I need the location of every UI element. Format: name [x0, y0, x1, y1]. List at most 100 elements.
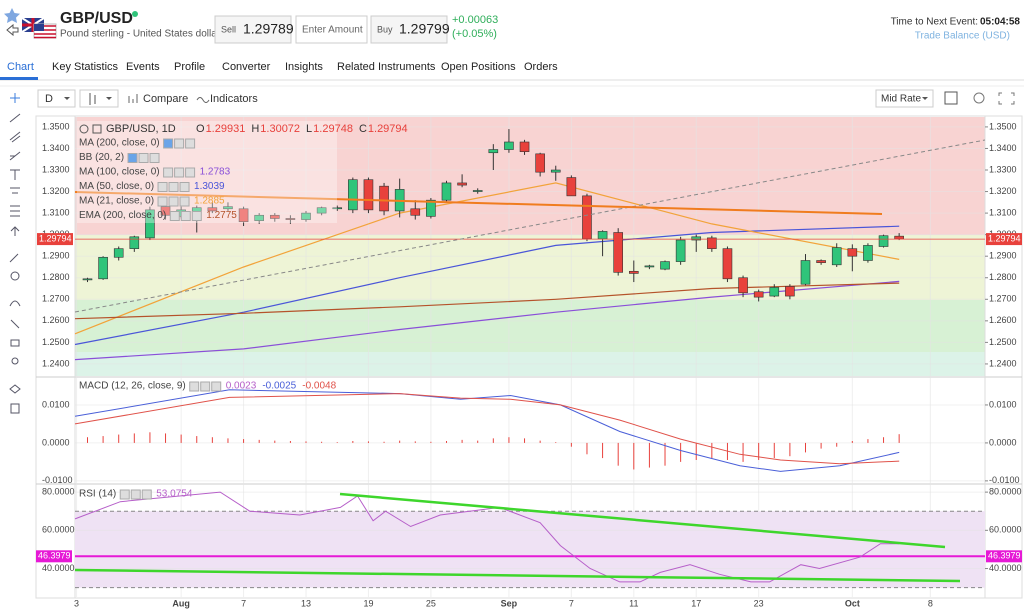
- layers-tool[interactable]: [9, 384, 21, 394]
- indicator-action[interactable]: [185, 167, 196, 178]
- tab[interactable]: Orders: [524, 61, 558, 73]
- indicator-action[interactable]: [179, 196, 190, 207]
- buy-button[interactable]: [370, 15, 448, 44]
- compare-icon[interactable]: [128, 94, 138, 103]
- tab[interactable]: Converter: [222, 61, 271, 73]
- drawing-tools: [9, 93, 21, 414]
- indicator-action[interactable]: [138, 153, 149, 163]
- amount-input[interactable]: [295, 15, 368, 44]
- indicator-action[interactable]: [211, 381, 222, 392]
- indicator-action[interactable]: [130, 489, 141, 500]
- indicator-action[interactable]: [174, 167, 185, 178]
- y-tick-label: 1.3400: [989, 143, 1017, 153]
- indicator-action[interactable]: [163, 167, 174, 178]
- indicator-action[interactable]: [157, 182, 168, 192]
- indicator-action[interactable]: [169, 211, 180, 221]
- zoom-tool[interactable]: [10, 271, 20, 281]
- crosshair-tool[interactable]: [10, 93, 20, 103]
- price-type-select[interactable]: [875, 89, 934, 108]
- pattern-tool[interactable]: [10, 187, 20, 194]
- interval-select[interactable]: [37, 89, 76, 108]
- trend-drawing[interactable]: [74, 191, 883, 215]
- indicator-action[interactable]: [163, 138, 174, 149]
- indicator-action[interactable]: [191, 211, 202, 221]
- indicator-action[interactable]: [127, 153, 138, 163]
- candle-body: [363, 179, 374, 211]
- indicators-button[interactable]: Indicators: [210, 93, 258, 105]
- y-tick-label: 60.0000: [989, 525, 1022, 535]
- indicator-legend: MA (21, close, 0): [79, 196, 154, 207]
- screenshot-button[interactable]: [944, 91, 958, 105]
- ohlc-value: 1.29748: [313, 123, 353, 135]
- legend-toggle[interactable]: [92, 124, 102, 134]
- zone-middle: [75, 235, 985, 300]
- indicator-action[interactable]: [200, 381, 211, 392]
- fullscreen-button[interactable]: [998, 92, 1015, 105]
- x-tick-label: 7: [241, 598, 246, 608]
- lock-tool[interactable]: [10, 339, 20, 347]
- compare-button[interactable]: Compare: [143, 93, 188, 105]
- favorite-star[interactable]: [4, 8, 20, 23]
- text-tool[interactable]: [10, 169, 20, 180]
- legend-collapse[interactable]: [79, 124, 89, 134]
- chart-type-select[interactable]: [79, 89, 119, 108]
- candle-body: [566, 177, 577, 197]
- macd-line: [74, 393, 900, 465]
- hide-tool[interactable]: [11, 357, 19, 365]
- current-price-label-bg: [986, 233, 1022, 246]
- macd-legend: MACD (12, 26, close, 9): [79, 381, 186, 392]
- candle-body: [316, 207, 327, 214]
- trendline-tool[interactable]: [9, 113, 21, 123]
- candle-body: [269, 214, 280, 219]
- rsi-trend-drawing[interactable]: [339, 492, 946, 549]
- pitchfork-tool[interactable]: [9, 131, 21, 143]
- y-tick-label-left: 0.0100: [42, 399, 70, 409]
- price-type: Mid Rate: [881, 94, 921, 105]
- prediction-tool[interactable]: [10, 226, 20, 236]
- next-event-name[interactable]: Trade Balance (USD): [915, 31, 1010, 42]
- candle-body: [582, 195, 592, 240]
- indicator-action[interactable]: [185, 138, 196, 149]
- tab[interactable]: Related Instruments: [337, 61, 436, 73]
- candle-body: [675, 239, 686, 262]
- indicator-action[interactable]: [179, 182, 190, 192]
- y-tick-label: 1.2800: [989, 272, 1017, 282]
- amount-placeholder: Enter Amount: [302, 25, 363, 36]
- indicator-action[interactable]: [141, 489, 152, 500]
- candle-body: [441, 182, 452, 201]
- candle-body: [348, 179, 358, 211]
- y-tick-label: 1.3300: [989, 164, 1017, 174]
- measure-tool[interactable]: [9, 253, 19, 263]
- tab[interactable]: Open Positions: [441, 61, 516, 73]
- indicator-action[interactable]: [180, 211, 191, 221]
- indicator-action[interactable]: [189, 381, 200, 392]
- rsi-trend-drawing[interactable]: [74, 568, 961, 583]
- sell-button[interactable]: [214, 15, 292, 44]
- y-tick-label-left: 1.3500: [42, 121, 70, 131]
- current-price-label: 1.29794: [988, 233, 1021, 243]
- fib-tool[interactable]: [10, 205, 20, 217]
- indicator-action[interactable]: [168, 196, 179, 207]
- tab[interactable]: Chart: [7, 61, 34, 73]
- indicators-icon[interactable]: [196, 97, 210, 103]
- tab[interactable]: Insights: [285, 61, 323, 73]
- tab[interactable]: Key Statistics: [52, 61, 119, 73]
- tab[interactable]: Profile: [174, 61, 205, 73]
- delete-tool[interactable]: [10, 403, 20, 414]
- trend-drawing[interactable]: [74, 139, 986, 313]
- alert-icon[interactable]: [6, 23, 19, 37]
- indicator-action[interactable]: [157, 196, 168, 207]
- stay-drawing-tool[interactable]: [10, 319, 20, 329]
- indicator-action[interactable]: [149, 153, 160, 163]
- tab[interactable]: Events: [126, 61, 160, 73]
- indicator-action[interactable]: [174, 138, 185, 149]
- buy-price: 1.29799: [399, 21, 450, 37]
- y-tick-label-left: 1.2800: [42, 272, 70, 282]
- indicator-action[interactable]: [168, 182, 179, 192]
- y-tick-label: 80.0000: [989, 486, 1022, 496]
- magnet-tool[interactable]: [9, 300, 21, 307]
- next-event-time: 05:04:58: [980, 17, 1020, 28]
- settings-button[interactable]: [973, 92, 985, 104]
- indicator-action[interactable]: [119, 489, 130, 500]
- brush-tool[interactable]: [9, 151, 21, 161]
